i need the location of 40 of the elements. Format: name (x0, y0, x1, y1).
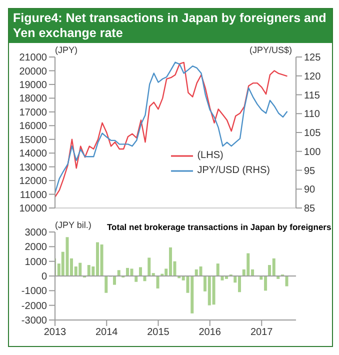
y-tick-label: 1000 (24, 256, 48, 268)
y-tick-label: 16000 (19, 121, 48, 132)
y-tick-label: -3000 (21, 316, 48, 327)
y-tick-label: -2000 (21, 300, 48, 312)
y2-axis-title: (JPY/US$) (249, 45, 292, 55)
y2-tick-label: 110 (304, 109, 320, 120)
y-axis-title: (JPY) (55, 45, 78, 55)
x-tick-label: 2015 (147, 327, 170, 338)
y2-tick-label: 115 (304, 90, 320, 102)
y2-tick-label: 125 (304, 52, 322, 64)
y-tick-label: 20000 (19, 66, 48, 78)
y-tick-label: 18000 (19, 94, 48, 105)
y-tick-label: 3000 (24, 228, 48, 239)
y-tick-label: 2000 (24, 242, 48, 254)
y-tick-label: 15000 (19, 134, 48, 146)
y2-tick-label: 105 (304, 128, 322, 140)
y-tick-label: 17000 (19, 107, 48, 118)
y-tick-label: 12000 (19, 176, 48, 188)
y-tick-label: 19000 (19, 80, 48, 92)
legend-label: JPY/USD (RHS) (197, 164, 270, 178)
y-tick-label: 21000 (19, 52, 48, 64)
x-tick-label: 2014 (96, 327, 118, 338)
y-tick-label: 14000 (19, 148, 48, 160)
y2-tick-label: 120 (304, 71, 322, 82)
x-tick-label: 2017 (250, 327, 274, 338)
y-tick-label: 0 (41, 272, 48, 283)
y2-tick-label: 100 (304, 146, 322, 158)
y2-tick-label: 95 (304, 166, 316, 177)
y-tick-label: 11000 (20, 190, 48, 201)
y-tick-label: -1000 (21, 286, 48, 298)
x-tick-label: 2016 (198, 327, 222, 338)
y-axis-title: (JPY bil.) (55, 220, 92, 230)
y2-tick-label: 90 (304, 184, 316, 196)
x-tick-label: 2013 (44, 327, 67, 338)
y-tick-label: 10000 (19, 204, 48, 215)
legend-label: (LHS) (197, 149, 224, 163)
chart-title: Total net brokerage transactions in Japan by foreigners (107, 222, 332, 232)
y2-tick-label: 85 (304, 204, 316, 215)
y-tick-label: 13000 (19, 162, 48, 174)
chart-title: Figure4: Net transactions in Japan by foreigners and Yen exchange rate (9, 9, 332, 43)
